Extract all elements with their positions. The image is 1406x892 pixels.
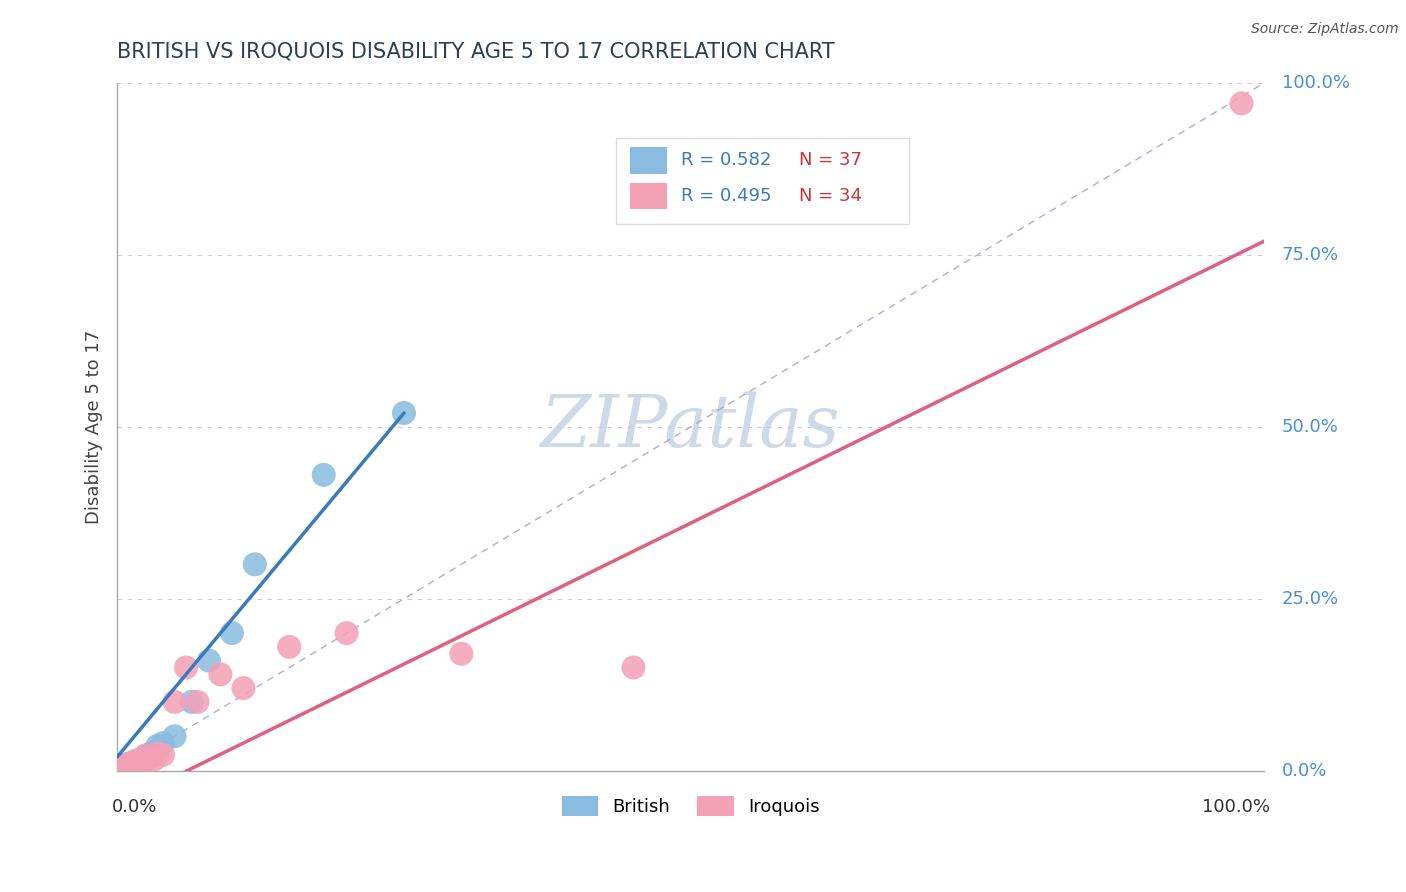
Point: [1230, 96, 1253, 111]
Point: [111, 762, 134, 776]
Text: BRITISH VS IROQUOIS DISABILITY AGE 5 TO 17 CORRELATION CHART: BRITISH VS IROQUOIS DISABILITY AGE 5 TO …: [117, 42, 835, 62]
Text: 100.0%: 100.0%: [1202, 798, 1270, 816]
Point: [221, 626, 243, 640]
Point: [110, 761, 132, 775]
Point: [127, 753, 149, 767]
Point: [232, 681, 254, 695]
Point: [135, 748, 157, 763]
Point: [131, 753, 153, 767]
Point: [117, 757, 139, 772]
Point: [115, 760, 138, 774]
Point: [121, 758, 143, 772]
Point: [142, 753, 165, 767]
Point: [124, 758, 146, 772]
Text: R = 0.495: R = 0.495: [681, 186, 770, 204]
Point: [117, 758, 139, 772]
Point: [125, 754, 148, 768]
Text: 0.0%: 0.0%: [1282, 762, 1327, 780]
Point: [141, 747, 163, 761]
Point: [146, 739, 169, 753]
Text: R = 0.582: R = 0.582: [681, 152, 770, 169]
Text: 50.0%: 50.0%: [1282, 417, 1339, 435]
Text: 25.0%: 25.0%: [1282, 590, 1339, 607]
Point: [209, 667, 232, 681]
Point: [124, 757, 146, 772]
Point: [111, 760, 134, 774]
Point: [135, 748, 157, 763]
Point: [122, 756, 145, 770]
Point: [118, 756, 141, 771]
Text: N = 34: N = 34: [799, 186, 862, 204]
Point: [138, 747, 160, 761]
Text: 75.0%: 75.0%: [1282, 245, 1339, 264]
FancyBboxPatch shape: [616, 137, 908, 224]
Point: [120, 758, 142, 772]
Point: [114, 758, 136, 772]
Point: [174, 660, 197, 674]
Point: [118, 757, 141, 772]
Text: Source: ZipAtlas.com: Source: ZipAtlas.com: [1251, 22, 1399, 37]
Point: [392, 406, 415, 420]
Point: [118, 759, 141, 773]
Point: [623, 660, 645, 674]
Point: [112, 759, 135, 773]
Point: [112, 761, 135, 775]
Point: [146, 747, 169, 761]
Point: [117, 759, 139, 773]
Point: [312, 467, 335, 482]
Point: [152, 736, 174, 750]
Point: [152, 747, 174, 762]
Point: [131, 755, 153, 769]
Point: [163, 695, 186, 709]
Point: [198, 654, 221, 668]
Point: [112, 761, 135, 775]
Point: [129, 754, 152, 768]
Point: [110, 760, 132, 774]
Bar: [630, 183, 666, 209]
Point: [124, 756, 146, 771]
Text: 0.0%: 0.0%: [111, 798, 157, 816]
Point: [112, 758, 135, 772]
Point: [108, 761, 131, 775]
Bar: [630, 147, 666, 174]
Legend: British, Iroquois: British, Iroquois: [555, 789, 827, 823]
Point: [115, 759, 138, 773]
Point: [114, 760, 136, 774]
Point: [108, 762, 131, 776]
Point: [127, 753, 149, 767]
Point: [129, 754, 152, 768]
Point: [118, 759, 141, 773]
Point: [111, 759, 134, 773]
Text: 100.0%: 100.0%: [1282, 74, 1350, 92]
Point: [163, 729, 186, 743]
Point: [243, 558, 266, 572]
Point: [111, 762, 134, 776]
Text: N = 37: N = 37: [799, 152, 862, 169]
Point: [336, 626, 359, 640]
Point: [114, 759, 136, 773]
Point: [186, 695, 208, 709]
Point: [121, 756, 143, 770]
Point: [115, 757, 138, 772]
Point: [120, 756, 142, 771]
Point: [118, 759, 141, 773]
Text: ZIPatlas: ZIPatlas: [541, 392, 841, 462]
Point: [180, 695, 202, 709]
Point: [138, 751, 160, 765]
Y-axis label: Disability Age 5 to 17: Disability Age 5 to 17: [86, 330, 103, 524]
Point: [450, 647, 472, 661]
Point: [278, 640, 301, 654]
Point: [122, 756, 145, 771]
Point: [111, 759, 134, 773]
Point: [125, 755, 148, 769]
